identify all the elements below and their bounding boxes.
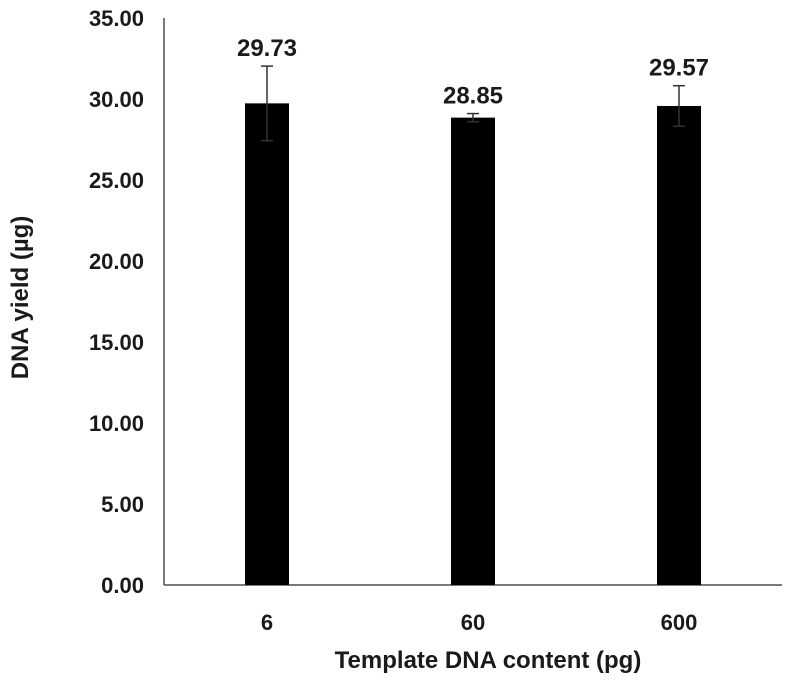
x-tick-label: 6 (261, 610, 273, 635)
plot-area: 0.00 5.00 10.00 15.00 20.00 25.00 30.00 35.00 2… (89, 6, 782, 635)
x-tick-labels: 6 60 600 (261, 610, 697, 635)
data-label: 28.85 (443, 83, 503, 110)
data-labels: 29.73 28.85 29.57 (237, 35, 709, 109)
bar (245, 103, 289, 586)
data-label: 29.73 (237, 35, 297, 62)
y-tick-label: 20.00 (89, 249, 144, 274)
y-tick-label: 5.00 (101, 492, 144, 517)
y-tick-label: 25.00 (89, 168, 144, 193)
y-tick-label: 10.00 (89, 411, 144, 436)
y-tick-label: 30.00 (89, 87, 144, 112)
error-bars (261, 65, 685, 142)
x-tick-label: 600 (661, 610, 698, 635)
bar (451, 117, 495, 585)
y-tick-label: 15.00 (89, 330, 144, 355)
y-tick-label: 35.00 (89, 6, 144, 31)
y-axis-title: DNA yield (µg) (7, 216, 34, 380)
x-axis-title: Template DNA content (pg) (335, 647, 642, 674)
data-label: 29.57 (649, 55, 709, 82)
bar (657, 105, 701, 585)
x-tick-label: 60 (461, 610, 485, 635)
y-tick-label: 0.00 (101, 573, 144, 598)
y-tick-labels: 0.00 5.00 10.00 15.00 20.00 25.00 30.00 35.00 (89, 6, 144, 598)
bars (245, 103, 701, 586)
